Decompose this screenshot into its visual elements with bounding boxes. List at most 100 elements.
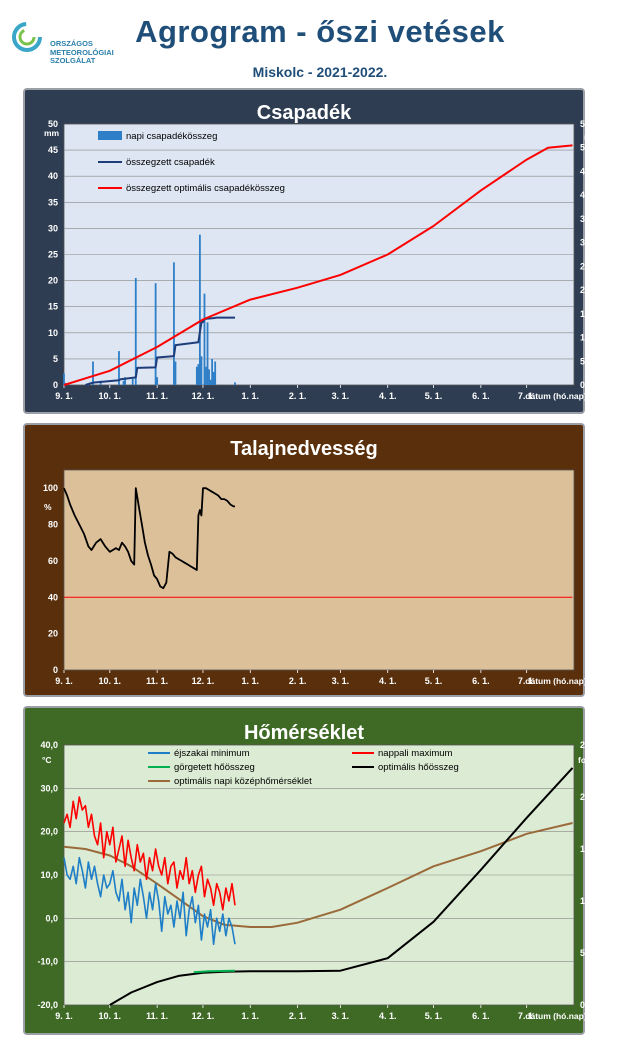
x-tick-label: 10. 1. [99, 676, 122, 686]
logo-line-2: METEOROLÓGIAI [50, 47, 114, 57]
optimal-sum-line [109, 767, 574, 1006]
legend-label: görgetett hőösszeg [174, 762, 255, 773]
y-right-tick-label: 150 [580, 309, 595, 319]
rolling-sum-line [193, 969, 236, 974]
precip-bar [234, 382, 236, 385]
night-min-line [63, 856, 236, 946]
y-tick-label: 45 [48, 145, 58, 155]
x-tick-label: 9. 1. [55, 391, 73, 401]
x-tick-label: 7. 1. [518, 1011, 536, 1021]
y-right-axis-unit: foknap [578, 755, 606, 765]
x-tick-label: 11. 1. [146, 1011, 168, 1021]
y-tick-label: 10 [48, 328, 58, 338]
soil-moisture-line [63, 487, 235, 590]
day-max-line [63, 796, 236, 911]
optimal-precip-line [63, 144, 573, 386]
x-tick-label: 4. 1. [379, 391, 397, 401]
plot-area [63, 469, 575, 671]
logo: ORSZÁGOS METEOROLÓGIAI SZOLGÁLAT [8, 18, 128, 65]
x-tick-label: 5. 1. [425, 391, 443, 401]
x-tick-label: 12. 1. [192, 1011, 215, 1021]
x-tick-label: 2. 1. [289, 1011, 307, 1021]
x-tick-label: 11. 1. [146, 676, 168, 686]
x-tick-label: 4. 1. [379, 676, 397, 686]
y-tick-label: 15 [48, 302, 58, 312]
y-tick-label: -20,0 [37, 1000, 58, 1010]
legend-label: nappali maximum [378, 748, 453, 759]
chart-title: Hőmérséklet [244, 722, 364, 744]
y-tick-label: 0,0 [45, 913, 58, 923]
logo-text: ORSZÁGOS METEOROLÓGIAI SZOLGÁLAT [50, 39, 114, 66]
x-axis-label: dátum (hó.nap) [525, 676, 587, 686]
chart-3: Hőmérséklet 9. 1. 10. 1. 11. 1. 12. 1. 1. 1. 2… [23, 706, 606, 1035]
x-tick-label: 4. 1. [379, 1011, 397, 1021]
x-tick-label: 6. 1. [472, 676, 490, 686]
y-right-tick-label: 400 [580, 190, 595, 200]
precip-bar [200, 356, 203, 385]
x-tick-label: 3. 1. [332, 676, 350, 686]
legend-swatch-bars [98, 131, 122, 140]
x-tick-label: 6. 1. [472, 1011, 490, 1021]
y-tick-label: 40 [48, 592, 58, 602]
x-tick-label: 10. 1. [99, 391, 122, 401]
logo-swirl-icon [12, 22, 42, 52]
x-tick-label: 2. 1. [289, 676, 307, 686]
y-tick-label: 60 [48, 556, 58, 566]
y-tick-label: 20 [48, 629, 58, 639]
precip-bar [197, 364, 200, 385]
x-tick-label: 6. 1. [472, 391, 490, 401]
y-tick-label: 100 [43, 483, 58, 493]
x-tick-label: 12. 1. [192, 391, 215, 401]
chart-title: Csapadék [257, 102, 352, 124]
precip-bar [206, 322, 209, 385]
chart-1: Csapadék 9. 1. 10. 1. 11. 1. 12. 1. 1. 1. 2. 1… [23, 88, 600, 414]
x-axis-label: dátum (hó.nap) [525, 1011, 587, 1021]
legend-label: összegzett csapadék [126, 157, 215, 168]
precip-bar [92, 361, 94, 385]
y-tick-label: 40 [48, 171, 58, 181]
x-axis-label: dátum (hó.nap) [525, 391, 587, 401]
y-tick-label: 80 [48, 520, 58, 530]
precip-bar [131, 378, 134, 385]
x-tick-label: 9. 1. [55, 1011, 73, 1021]
y-tick-label: 0 [53, 665, 58, 675]
y-right-tick-label: 1500 [580, 844, 600, 854]
x-tick-label: 2. 1. [289, 391, 307, 401]
legend-label: éjszakai minimum [174, 748, 250, 759]
precip-bar [134, 277, 137, 385]
y-right-tick-label: 550 [580, 119, 595, 129]
x-tick-label: 7. 1. [518, 676, 536, 686]
x-tick-label: 12. 1. [192, 676, 215, 686]
precip-bar [214, 361, 217, 385]
y-tick-label: 25 [48, 250, 58, 260]
y-right-tick-label: 100 [580, 333, 595, 343]
y-tick-label: 0 [53, 380, 58, 390]
y-tick-label: 50 [48, 119, 58, 129]
y-right-axis-unit: mm [584, 132, 600, 142]
precip-bar [124, 377, 126, 385]
y-tick-label: 10,0 [40, 870, 58, 880]
y-axis-unit: mm [44, 128, 60, 138]
precip-bar [203, 293, 206, 385]
precip-bar [63, 373, 65, 385]
y-right-tick-label: 300 [580, 238, 595, 248]
x-tick-label: 3. 1. [332, 1011, 350, 1021]
y-tick-label: 30 [48, 223, 58, 233]
y-axis-unit: % [44, 502, 52, 512]
legend-label: optimális hőösszeg [378, 762, 459, 773]
precip-bar [211, 358, 214, 385]
x-tick-label: 1. 1. [242, 391, 260, 401]
x-tick-label: 3. 1. [332, 391, 350, 401]
logo-line-1: ORSZÁGOS [50, 39, 93, 48]
logo-line-3: SZOLGÁLAT [50, 56, 96, 65]
y-tick-label: -10,0 [37, 957, 58, 967]
precip-bar [205, 366, 207, 385]
legend-label: optimális napi középhőmérséklet [174, 776, 312, 787]
y-axis-unit: °C [42, 755, 52, 765]
y-tick-label: 40,0 [40, 740, 58, 750]
y-right-tick-label: 0 [580, 1000, 585, 1010]
precip-bar [209, 379, 212, 385]
y-right-tick-label: 250 [580, 261, 595, 271]
chart-title: Talajnedvesség [230, 438, 377, 460]
